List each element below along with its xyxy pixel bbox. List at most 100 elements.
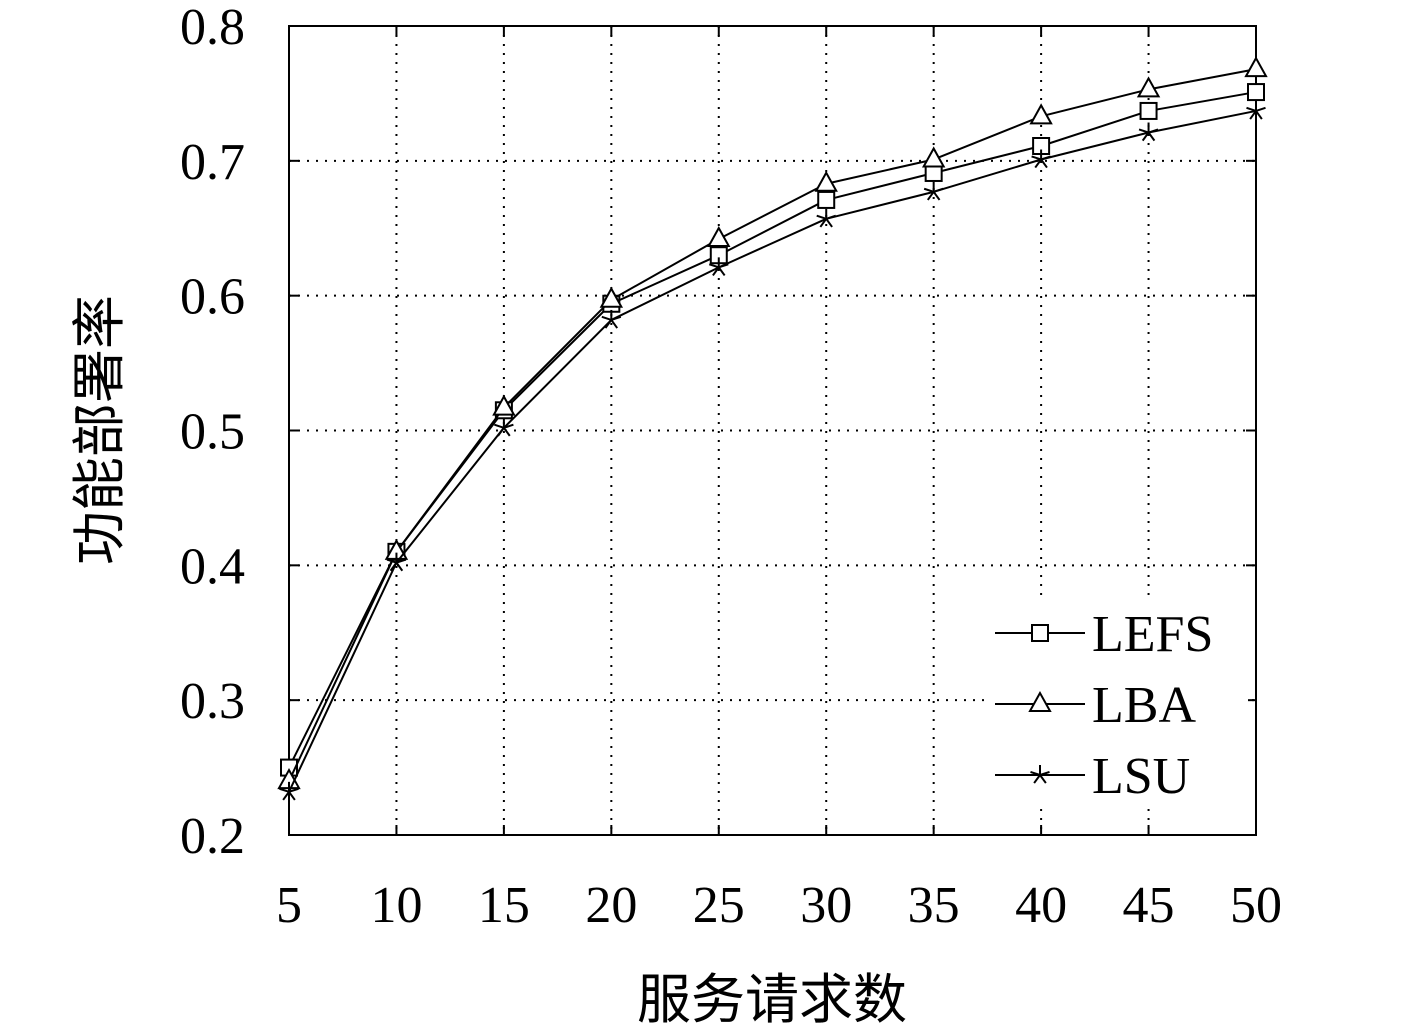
star-arm <box>1138 128 1149 134</box>
star-arm <box>1033 774 1041 784</box>
star-arm <box>503 427 511 437</box>
x-tick-label: 30 <box>800 877 852 934</box>
star-arm <box>819 218 828 228</box>
star-arm <box>717 266 726 277</box>
star-arm <box>1246 106 1257 112</box>
star-arm <box>503 423 514 429</box>
lsu-marker-5 <box>279 781 299 801</box>
legend-entry-lba: LBA <box>995 677 1196 734</box>
star-arm <box>926 191 935 201</box>
star-arm <box>1148 128 1159 134</box>
y-tick-label: 0.4 <box>180 538 245 595</box>
y-tick-label: 0.5 <box>180 404 245 461</box>
legend: LEFS LBA LSU <box>988 598 1248 808</box>
star-arm <box>288 791 296 801</box>
lsu-marker-30 <box>816 208 837 228</box>
series-layer <box>277 56 1268 801</box>
lsu-marker-35 <box>923 181 944 201</box>
lsu-marker-50 <box>1246 100 1266 120</box>
legend-label-lba: LBA <box>1092 677 1196 734</box>
y-axis-label: 功能部署率 <box>70 295 130 565</box>
star-arm <box>1147 131 1156 142</box>
x-tick-label: 25 <box>693 877 745 934</box>
series-line-lba <box>288 68 1257 782</box>
star-arm <box>1141 131 1150 142</box>
y-tick-label: 0.3 <box>180 673 245 730</box>
lba-marker-40 <box>1029 103 1053 125</box>
lefs-marker-50 <box>1247 83 1265 102</box>
star-arm <box>1255 110 1263 120</box>
lba-marker-30 <box>814 170 838 192</box>
star-arm <box>395 562 404 572</box>
x-tick-label: 35 <box>908 877 960 934</box>
star-arm <box>1040 158 1048 169</box>
y-tick-label: 0.6 <box>180 269 245 326</box>
x-tick-label: 50 <box>1230 877 1282 934</box>
lba-marker-25 <box>707 225 731 248</box>
lba-marker-50 <box>1244 56 1268 78</box>
y-tick-labels: 0.2 0.3 0.4 0.5 0.6 0.7 0.8 <box>180 0 245 865</box>
series-line-lsu <box>288 109 1257 793</box>
star-arm <box>1030 770 1041 776</box>
star-arm <box>389 562 398 572</box>
lba-marker-45 <box>1136 76 1161 98</box>
star-arm <box>816 214 827 220</box>
lefs-marker-45 <box>1139 101 1158 120</box>
star-arm <box>1034 158 1042 169</box>
star-arm <box>497 427 505 437</box>
x-tick-labels: 5 10 15 20 25 30 35 40 45 50 <box>276 877 1282 934</box>
lsu-marker-15 <box>494 417 514 437</box>
legend-marker-lsu <box>1030 765 1050 784</box>
x-tick-label: 5 <box>276 877 302 934</box>
star-arm <box>825 218 833 228</box>
star-arm <box>610 319 619 329</box>
star-arm <box>396 558 407 564</box>
legend-entry-lefs: LEFS <box>995 606 1213 663</box>
lba-marker-20 <box>599 286 624 308</box>
star-arm <box>1039 770 1050 776</box>
star-arm <box>923 187 934 193</box>
x-tick-label: 15 <box>478 877 530 934</box>
star-arm <box>386 558 397 564</box>
star-arm <box>288 787 299 793</box>
legend-label-lsu: LSU <box>1092 748 1190 805</box>
lba-marker-15 <box>492 394 516 416</box>
x-tick-label: 45 <box>1123 877 1175 934</box>
x-tick-label: 40 <box>1015 877 1067 934</box>
y-tick-label: 0.7 <box>180 134 245 191</box>
star-arm <box>825 214 837 220</box>
legend-marker-lefs <box>1031 624 1049 642</box>
lsu-marker-10 <box>386 552 407 572</box>
star-arm <box>932 191 941 201</box>
lba-marker-35 <box>921 146 946 168</box>
star-arm <box>601 315 612 321</box>
star-arm <box>933 187 944 193</box>
star-arm <box>708 263 720 269</box>
lsu-marker-25 <box>708 257 729 277</box>
star-arm <box>1249 110 1257 120</box>
y-tick-label: 0.2 <box>180 808 245 865</box>
star-arm <box>712 266 720 277</box>
lsu-marker-45 <box>1138 122 1159 142</box>
x-tick-label: 10 <box>370 877 422 934</box>
plot-frame <box>288 25 1257 836</box>
series-lsu <box>279 100 1266 801</box>
star-arm <box>279 787 290 793</box>
legend-marker-lba <box>1028 690 1052 712</box>
star-arm <box>611 315 622 321</box>
lsu-marker-20 <box>601 309 622 329</box>
star-arm <box>604 319 613 329</box>
star-arm <box>718 263 729 269</box>
legend-entry-lsu: LSU <box>995 748 1190 805</box>
x-tick-label: 20 <box>585 877 637 934</box>
star-arm <box>1039 774 1047 784</box>
lefs-marker-30 <box>817 190 836 209</box>
y-tick-label: 0.8 <box>180 0 245 56</box>
x-axis-label: 服务请求数 <box>637 970 907 1030</box>
star-arm <box>1040 155 1051 161</box>
star-arm <box>1255 106 1266 112</box>
legend-label-lefs: LEFS <box>1092 606 1213 663</box>
star-arm <box>1031 155 1042 161</box>
